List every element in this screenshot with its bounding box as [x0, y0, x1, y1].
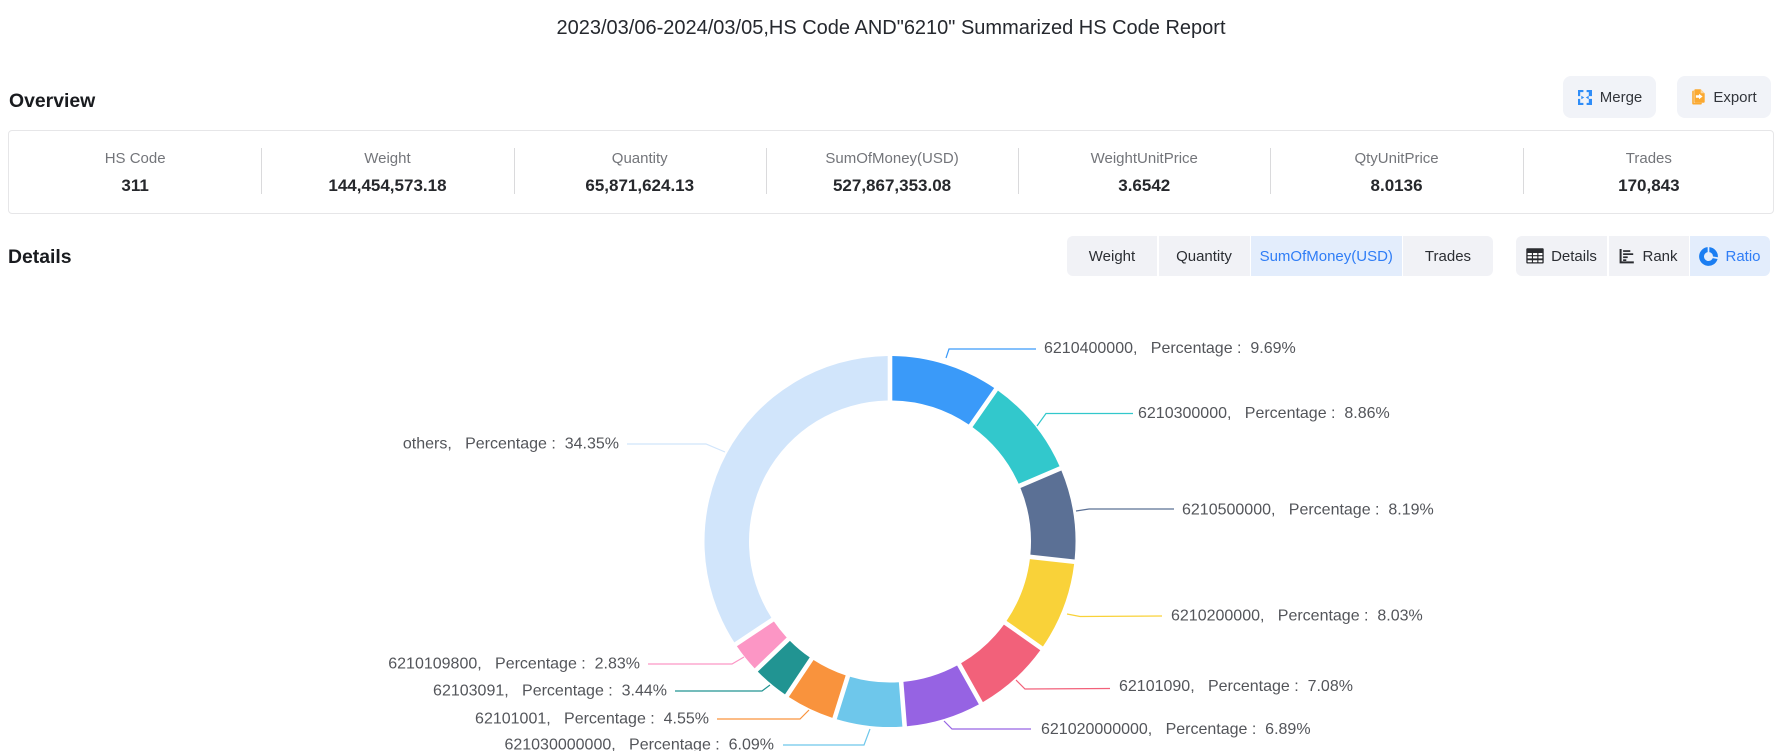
svg-text:62103091, Percentage : 3.44: 62103091, Percentage : 3.44%	[433, 683, 667, 700]
svg-text:6210109800, Percentage : 2.: 6210109800, Percentage : 2.83%	[388, 656, 640, 673]
svg-text:621020000000, Percentage :: 621020000000, Percentage : 6.89%	[1041, 721, 1311, 738]
svg-text:6210300000, Percentage : 8.: 6210300000, Percentage : 8.86%	[1138, 405, 1390, 422]
svg-text:62101090, Percentage : 7.08: 62101090, Percentage : 7.08%	[1119, 678, 1353, 695]
svg-text:62101001, Percentage : 4.55: 62101001, Percentage : 4.55%	[475, 711, 709, 728]
svg-text:621030000000, Percentage :: 621030000000, Percentage : 6.09%	[504, 737, 774, 751]
svg-text:others, Percentage : 34.35%: others, Percentage : 34.35%	[403, 436, 619, 453]
svg-text:6210400000, Percentage : 9.: 6210400000, Percentage : 9.69%	[1044, 340, 1296, 357]
svg-text:6210200000, Percentage : 8.: 6210200000, Percentage : 8.03%	[1171, 608, 1423, 625]
svg-text:6210500000, Percentage : 8.: 6210500000, Percentage : 8.19%	[1182, 502, 1434, 519]
